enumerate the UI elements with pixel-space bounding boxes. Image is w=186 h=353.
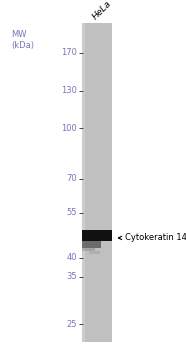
Text: 55: 55 <box>67 208 77 217</box>
Text: 170: 170 <box>61 48 77 58</box>
Text: MW: MW <box>11 30 27 39</box>
Bar <box>82 23 112 342</box>
Text: HeLa: HeLa <box>90 0 113 21</box>
Text: 100: 100 <box>61 124 77 132</box>
Bar <box>82 23 85 342</box>
Text: 40: 40 <box>67 253 77 262</box>
Text: 130: 130 <box>61 86 77 95</box>
Bar <box>82 230 112 241</box>
Bar <box>82 248 95 251</box>
Text: Cytokeratin 14: Cytokeratin 14 <box>125 233 186 243</box>
Bar <box>82 241 101 247</box>
Text: 35: 35 <box>67 272 77 281</box>
Bar <box>89 251 100 254</box>
Text: 70: 70 <box>67 174 77 183</box>
Text: 25: 25 <box>67 320 77 329</box>
Text: (kDa): (kDa) <box>11 41 34 50</box>
